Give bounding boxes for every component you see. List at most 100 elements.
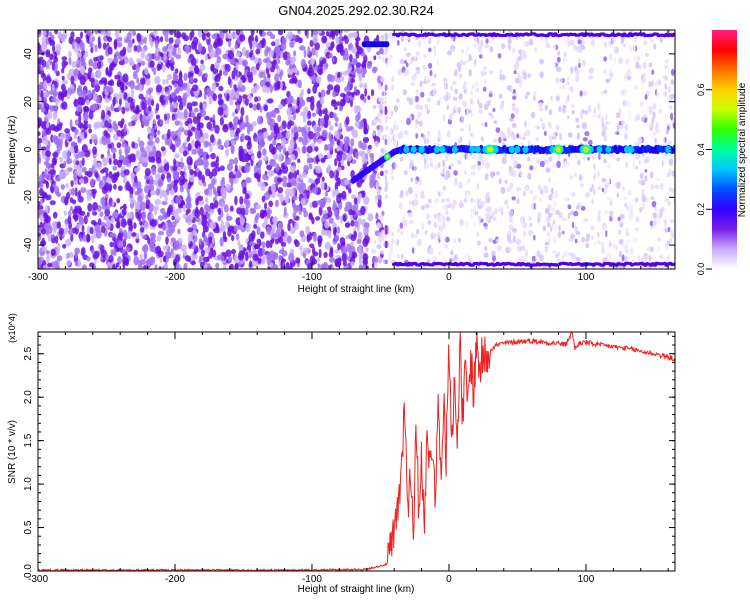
spectral-blob [92, 94, 97, 101]
edge-line-blob [672, 32, 675, 36]
spectral-blob [45, 51, 51, 58]
spectral-blob [587, 157, 590, 161]
vertical-streak [383, 30, 386, 269]
spectral-blob [163, 51, 167, 60]
spectral-blob [350, 241, 355, 247]
spectral-blob [140, 227, 145, 233]
spectral-blob [577, 159, 581, 166]
spectral-blob [422, 64, 427, 70]
spectral-blob [90, 47, 94, 54]
spectral-blob [111, 233, 117, 238]
spectral-blob [341, 190, 347, 200]
spectral-blob [238, 149, 245, 159]
spectral-blob [226, 32, 233, 39]
spectral-blob [87, 203, 93, 212]
spectral-blob [320, 181, 325, 191]
spectral-blob [230, 248, 237, 255]
spectral-blob [517, 73, 521, 78]
spectral-blob [587, 139, 593, 146]
spectral-blob [228, 40, 232, 48]
spectral-blob [459, 218, 464, 227]
spectral-blob [351, 46, 358, 54]
spectral-blob [372, 131, 376, 136]
spectral-blob [420, 133, 424, 138]
spectral-blob [295, 257, 301, 264]
spectral-blob [332, 91, 337, 98]
spectral-blob [166, 59, 171, 69]
spectral-blob [155, 39, 159, 50]
spectral-blob [147, 236, 151, 245]
spectral-blob [38, 182, 44, 189]
spectral-blob [666, 255, 670, 261]
spectral-blob [327, 84, 334, 91]
spectral-blob [100, 244, 105, 254]
spectral-blob [499, 73, 503, 81]
spectral-blob [108, 157, 112, 165]
spectral-blob [124, 145, 131, 154]
spectral-blob [284, 151, 289, 157]
spectral-blob [268, 50, 274, 58]
spectral-blob [485, 38, 489, 44]
spectral-blob [257, 115, 263, 125]
spectral-blob [187, 192, 191, 202]
spectral-blob [302, 182, 306, 192]
spectral-blob [590, 225, 595, 231]
spectral-blob [345, 94, 350, 104]
spectral-blob [191, 148, 198, 155]
spectral-blob [588, 75, 593, 80]
spectral-blob [53, 260, 59, 269]
spectral-blob [240, 133, 245, 142]
spectral-blob [172, 165, 178, 172]
zero-line-highlight [451, 145, 458, 154]
spectral-blob [54, 235, 59, 244]
spectral-blob [277, 187, 283, 194]
spectral-blob [591, 184, 594, 189]
spectral-blob [346, 153, 352, 162]
spectral-blob [342, 152, 347, 161]
spectral-blob [179, 170, 185, 176]
spectral-blob [235, 90, 240, 100]
spectral-blob [485, 162, 490, 170]
spectral-blob [369, 152, 374, 159]
spectral-blob [90, 220, 97, 225]
spectral-blob [618, 124, 624, 130]
spectral-blob [358, 192, 363, 200]
spectral-blob [181, 32, 187, 39]
spectral-blob [516, 198, 520, 205]
spectral-blob [585, 238, 589, 243]
spectral-blob [447, 172, 451, 179]
spectral-blob [55, 190, 60, 196]
zero-line-peak-core [555, 146, 562, 153]
spectral-blob [278, 169, 283, 175]
spectral-blob [266, 226, 272, 235]
aliased-line-blob [384, 41, 390, 48]
spectral-blob [216, 56, 222, 64]
spectral-blob [122, 73, 129, 83]
spectral-blob [178, 71, 183, 81]
spectral-blob [256, 102, 261, 111]
spectral-blob [567, 204, 572, 210]
spectral-blob [512, 235, 517, 243]
spectral-blob [99, 121, 105, 127]
spectral-blob [135, 63, 140, 73]
spectral-blob [74, 119, 80, 126]
spectral-blob [238, 261, 241, 268]
spectral-blob [89, 226, 94, 235]
spectral-blob [41, 146, 47, 152]
spectral-blob [123, 123, 127, 133]
spectral-blob [120, 218, 127, 228]
spectral-blob [220, 186, 226, 196]
spectral-blob [205, 153, 210, 160]
spectral-blob [287, 31, 294, 41]
spectral-blob [376, 125, 380, 131]
spectral-blob [214, 124, 220, 134]
spectral-blob [373, 239, 377, 244]
spectral-blob [141, 245, 148, 253]
spectral-blob [174, 38, 181, 45]
spectral-blob [496, 245, 502, 252]
spectral-blob [527, 139, 531, 146]
spectral-blob [360, 206, 366, 216]
spectral-blob [321, 129, 328, 138]
spectral-blob [306, 120, 312, 126]
spectral-blob [190, 112, 195, 118]
